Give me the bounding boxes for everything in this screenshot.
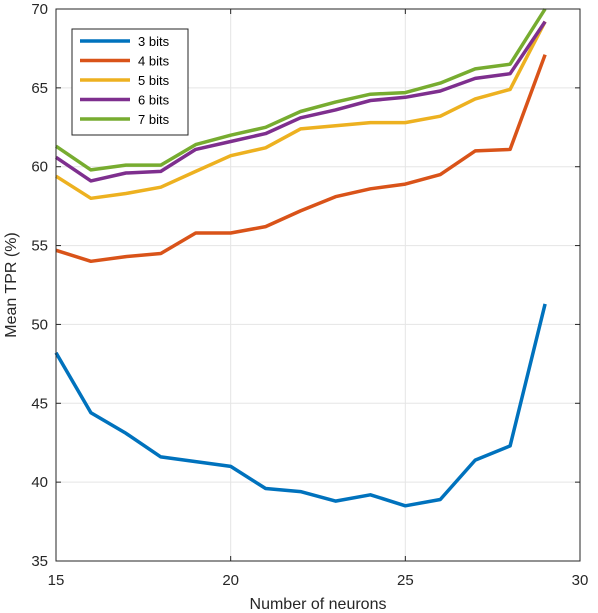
y-axis-label: Mean TPR (%): [3, 232, 20, 338]
x-tick-label: 20: [222, 572, 239, 589]
y-tick-label: 40: [31, 474, 48, 491]
x-tick-label: 30: [572, 572, 589, 589]
series-line-6-bits: [55, 20, 547, 183]
x-axis-label: Number of neurons: [250, 596, 387, 613]
legend-label: 4 bits: [138, 54, 170, 69]
y-tick-label: 60: [31, 159, 48, 176]
series-line-4-bits: [55, 54, 547, 264]
axis-ticks: [55, 8, 581, 562]
y-tick-label: 50: [31, 316, 48, 333]
y-tick-label: 55: [31, 238, 48, 255]
y-tick-label: 45: [31, 395, 48, 412]
legend: 3 bits 4 bits 5 bits 6 bits 7 bits: [71, 28, 189, 136]
axis-tick-labels: 15 20 25 30 35 40 45 50 55 60 65 70: [31, 1, 588, 589]
y-tick-label: 65: [31, 80, 48, 97]
series-line-7-bits: [55, 8, 547, 172]
x-tick-label: 25: [397, 572, 414, 589]
legend-label: 3 bits: [138, 34, 170, 49]
legend-label: 7 bits: [138, 112, 170, 127]
y-tick-label: 35: [31, 553, 48, 570]
plot-frame: [55, 8, 581, 562]
legend-label: 5 bits: [138, 73, 170, 88]
series-line-3-bits: [54, 303, 547, 508]
series-lines: [54, 8, 547, 508]
legend-label: 6 bits: [138, 93, 170, 108]
series-line-5-bits: [55, 20, 547, 201]
y-tick-label: 70: [31, 1, 48, 18]
x-tick-label: 15: [48, 572, 65, 589]
